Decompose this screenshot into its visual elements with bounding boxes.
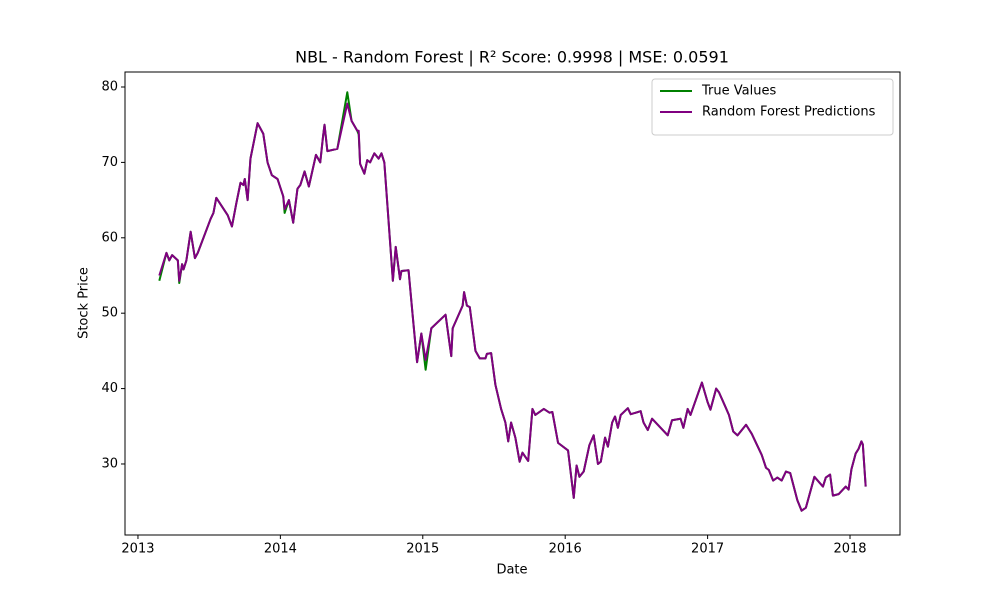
x-tick-label: 2016 <box>549 542 582 557</box>
chart-title: NBL - Random Forest | R² Score: 0.9998 |… <box>295 48 729 67</box>
y-tick-label: 40 <box>101 381 118 396</box>
y-tick-label: 70 <box>101 155 118 170</box>
legend-label: True Values <box>701 84 776 99</box>
axes-frame <box>124 71 901 536</box>
x-tick-label: 2014 <box>264 542 297 557</box>
x-tick-label: 2018 <box>833 542 866 557</box>
x-tick-label: 2013 <box>121 542 154 557</box>
series-line <box>158 91 867 512</box>
x-axis-label: Date <box>496 563 527 578</box>
legend-label: Random Forest Predictions <box>702 105 876 120</box>
y-tick-label: 50 <box>101 306 118 321</box>
x-tick-label: 2015 <box>406 542 439 557</box>
y-axis-label: Stock Price <box>77 267 92 339</box>
x-tick-label: 2017 <box>691 542 724 557</box>
y-tick-label: 80 <box>101 80 118 95</box>
y-tick-label: 30 <box>101 456 118 471</box>
legend-box <box>651 78 894 136</box>
y-tick-label: 60 <box>101 230 118 245</box>
series-line <box>158 102 867 512</box>
